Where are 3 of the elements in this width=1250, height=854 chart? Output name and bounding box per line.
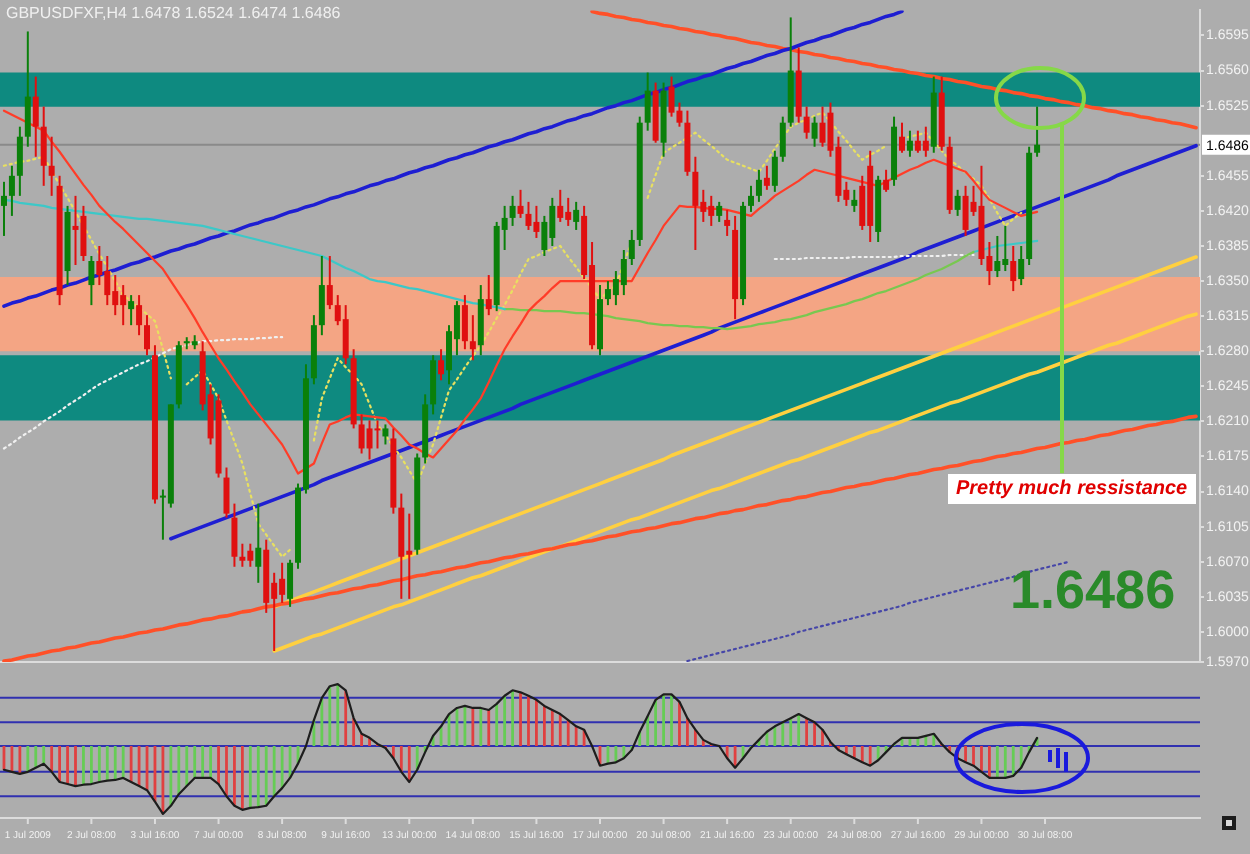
chart-title: GBPUSDFXF,H4 1.6478 1.6524 1.6474 1.6486: [6, 4, 341, 22]
annotation: Pretty much ressistance: [948, 474, 1196, 504]
annotation: 1.6486: [1010, 560, 1176, 620]
